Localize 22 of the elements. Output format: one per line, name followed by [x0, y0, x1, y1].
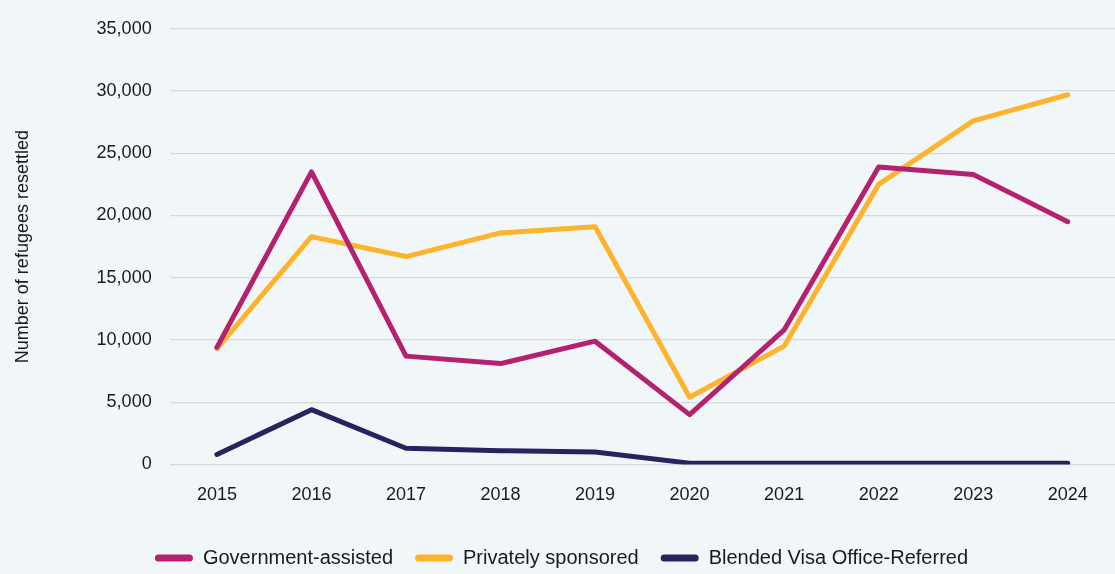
x-tick-label: 2024	[1047, 484, 1088, 505]
y-tick-label: 35,000	[96, 17, 152, 38]
legend-label: Privately sponsored	[463, 545, 639, 568]
y-axis-title: Number of refugees resettled	[11, 130, 32, 364]
x-tick-label: 2020	[669, 484, 710, 505]
y-tick-label: 30,000	[96, 80, 152, 100]
y-tick-label: 20,000	[96, 204, 152, 225]
legend-label: Blended Visa Office-Referred	[708, 545, 969, 568]
x-tick-label: 2018	[480, 484, 521, 505]
x-tick-label: 2017	[385, 484, 427, 505]
legend-label: Government-assisted	[202, 545, 394, 568]
y-tick-label: 5,000	[106, 391, 152, 412]
y-tick-label: 15,000	[96, 266, 152, 287]
x-tick-label: 2022	[858, 484, 899, 505]
y-tick-label: 0	[141, 453, 152, 474]
x-tick-label: 2023	[953, 484, 994, 505]
x-tick-label: 2019	[575, 484, 616, 505]
y-tick-label: 25,000	[96, 142, 152, 163]
x-tick-label: 2016	[291, 484, 332, 505]
y-tick-label: 10,000	[96, 328, 152, 349]
x-tick-label: 2021	[764, 484, 805, 505]
x-tick-label: 2015	[196, 484, 237, 505]
